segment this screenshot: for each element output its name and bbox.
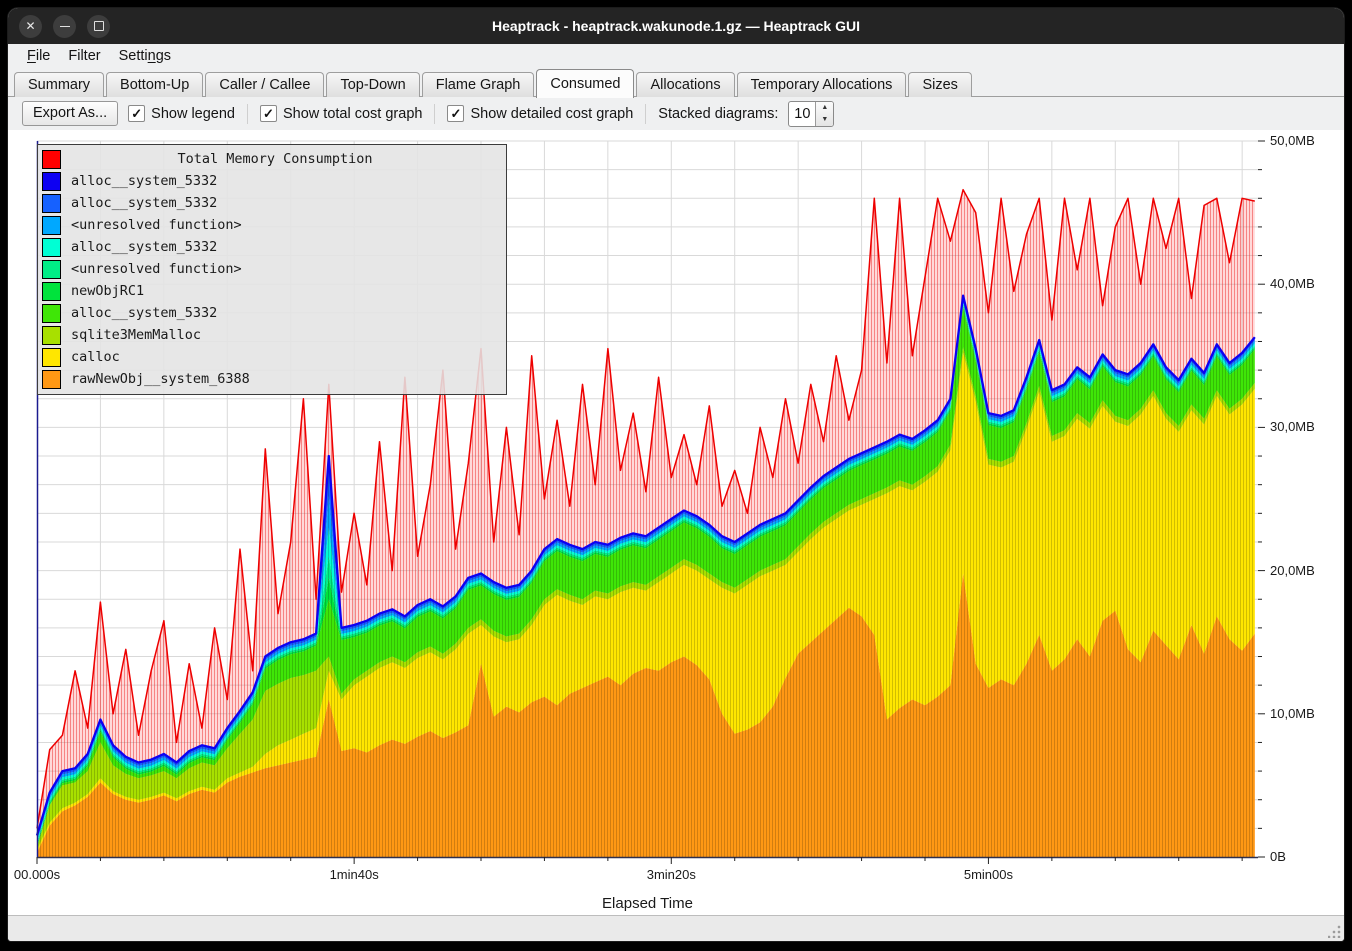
checkbox-icon[interactable]: ✓ bbox=[128, 105, 146, 122]
y-tick-label: 40,0MB bbox=[1270, 276, 1315, 292]
tab-bar: Summary Bottom-Up Caller / Callee Top-Down F… bbox=[8, 68, 1344, 98]
legend-item: rawNewObj__system_6388 bbox=[38, 368, 506, 390]
toolbar: Export As... ✓ Show legend ✓ Show total cos… bbox=[8, 97, 1344, 130]
legend-swatch-icon bbox=[42, 193, 61, 213]
memory-consumption-chart[interactable]: Total Memory Consumption alloc__system_53… bbox=[8, 130, 1344, 915]
total-consumption-line bbox=[36, 188, 1255, 829]
chart-legend: Total Memory Consumption alloc__system_53… bbox=[37, 144, 507, 395]
tab-caller-callee[interactable]: Caller / Callee bbox=[205, 72, 325, 97]
layer-rawnewobj bbox=[37, 573, 1255, 857]
toolbar-separator bbox=[434, 103, 436, 124]
tab-top-down[interactable]: Top-Down bbox=[326, 72, 420, 97]
spin-down-icon[interactable]: ▼ bbox=[821, 116, 829, 123]
x-axis-title: Elapsed Time bbox=[602, 895, 693, 912]
checkbox-label: Show detailed cost graph bbox=[470, 105, 634, 122]
tab-sizes[interactable]: Sizes bbox=[908, 72, 972, 97]
legend-item: calloc bbox=[38, 346, 506, 368]
legend-label: rawNewObj__system_6388 bbox=[71, 371, 250, 387]
y-tick-label: 20,0MB bbox=[1270, 562, 1315, 578]
close-icon: ✕ bbox=[25, 19, 36, 33]
x-tick-label: 1min40s bbox=[329, 867, 379, 882]
window-title: Heaptrack - heaptrack.wakunode.1.gz — He… bbox=[491, 18, 860, 34]
stacked-diagrams-label: Stacked diagrams: bbox=[658, 105, 779, 122]
tab-bottom-up[interactable]: Bottom-Up bbox=[106, 72, 204, 97]
checkbox-show-total-cost-graph[interactable]: ✓ Show total cost graph bbox=[260, 105, 422, 122]
legend-label: Total Memory Consumption bbox=[177, 151, 373, 167]
y-tick-label: 10,0MB bbox=[1270, 705, 1315, 721]
menu-item-settings[interactable]: Settings bbox=[118, 48, 172, 64]
minimize-icon bbox=[59, 25, 70, 27]
legend-item: <unresolved function> bbox=[38, 258, 506, 280]
layer-alloc-system bbox=[37, 307, 1255, 847]
legend-label: alloc__system_5332 bbox=[71, 305, 218, 321]
maximize-icon bbox=[93, 21, 104, 31]
legend-label: newObjRC1 bbox=[71, 283, 145, 299]
tab-allocations[interactable]: Allocations bbox=[636, 72, 735, 97]
checkbox-show-legend[interactable]: ✓ Show legend bbox=[128, 105, 235, 122]
y-tick-label: 50,0MB bbox=[1270, 133, 1315, 148]
title-bar[interactable]: ✕ Heaptrack - heaptrack.wakunode.1.gz — … bbox=[8, 8, 1344, 44]
y-tick-label: 30,0MB bbox=[1270, 419, 1315, 435]
checkbox-label: Show legend bbox=[151, 105, 235, 122]
legend-item: Total Memory Consumption bbox=[38, 148, 506, 170]
toolbar-separator bbox=[645, 103, 647, 124]
close-button[interactable]: ✕ bbox=[19, 14, 42, 38]
checkbox-show-detailed-cost-graph[interactable]: ✓ Show detailed cost graph bbox=[447, 105, 633, 122]
x-tick-label: 3min20s bbox=[646, 867, 696, 882]
legend-label: calloc bbox=[71, 349, 120, 365]
legend-label: alloc__system_5332 bbox=[71, 195, 218, 211]
spin-up-icon[interactable]: ▲ bbox=[821, 104, 829, 111]
legend-swatch-icon bbox=[42, 325, 61, 345]
minimize-button[interactable] bbox=[53, 14, 76, 38]
menu-bar: File Filter Settings bbox=[8, 44, 1344, 68]
stacked-diagrams-spinbox[interactable]: 10 ▲ ▼ bbox=[788, 100, 835, 127]
legend-swatch-icon bbox=[42, 259, 61, 279]
legend-swatch-icon bbox=[42, 347, 61, 367]
export-as-button[interactable]: Export As... bbox=[22, 101, 119, 126]
tab-temporary-allocations[interactable]: Temporary Allocations bbox=[736, 72, 907, 97]
legend-swatch-icon bbox=[42, 171, 61, 191]
legend-swatch-icon bbox=[42, 303, 61, 323]
legend-label: alloc__system_5332 bbox=[71, 173, 218, 189]
checkbox-label: Show total cost graph bbox=[283, 105, 423, 122]
legend-item: alloc__system_5332 bbox=[38, 192, 506, 214]
tab-consumed[interactable]: Consumed bbox=[536, 69, 635, 98]
consumed-top-line bbox=[35, 294, 1256, 836]
legend-item: <unresolved function> bbox=[38, 214, 506, 236]
legend-item: alloc__system_5332 bbox=[38, 236, 506, 258]
legend-item: alloc__system_5332 bbox=[38, 170, 506, 192]
tab-flame-graph[interactable]: Flame Graph bbox=[421, 72, 535, 97]
checkbox-icon[interactable]: ✓ bbox=[447, 105, 465, 122]
legend-label: <unresolved function> bbox=[71, 217, 242, 233]
legend-swatch-icon bbox=[42, 281, 61, 301]
legend-item: sqlite3MemMalloc bbox=[38, 324, 506, 346]
legend-swatch-icon bbox=[42, 369, 61, 389]
legend-item: alloc__system_5332 bbox=[38, 302, 506, 324]
legend-swatch-icon bbox=[42, 237, 61, 257]
tab-summary[interactable]: Summary bbox=[14, 72, 105, 97]
menu-item-file[interactable]: File bbox=[27, 48, 51, 64]
legend-label: sqlite3MemMalloc bbox=[71, 327, 202, 343]
legend-item: newObjRC1 bbox=[38, 280, 506, 302]
heaptrack-window: ✕ Heaptrack - heaptrack.wakunode.1.gz — … bbox=[8, 8, 1344, 941]
spinbox-arrows[interactable]: ▲ ▼ bbox=[815, 101, 834, 126]
layer-calloc bbox=[37, 352, 1255, 853]
legend-swatch-icon bbox=[42, 215, 61, 235]
resize-grip-icon[interactable] bbox=[1328, 925, 1341, 938]
legend-label: alloc__system_5332 bbox=[71, 239, 218, 255]
x-tick-label: 00.000s bbox=[13, 867, 61, 882]
toolbar-separator bbox=[247, 103, 248, 124]
y-tick-label: 0B bbox=[1270, 849, 1286, 864]
checkbox-icon[interactable]: ✓ bbox=[260, 105, 277, 122]
maximize-button[interactable] bbox=[87, 14, 110, 38]
x-tick-label: 5min00s bbox=[963, 867, 1013, 882]
stacked-diagrams-value[interactable]: 10 bbox=[794, 105, 811, 122]
legend-label: <unresolved function> bbox=[71, 261, 242, 277]
status-bar bbox=[8, 915, 1344, 941]
menu-item-filter[interactable]: Filter bbox=[68, 48, 101, 64]
legend-swatch-icon bbox=[42, 149, 61, 169]
chart-plot[interactable] bbox=[35, 140, 1265, 864]
